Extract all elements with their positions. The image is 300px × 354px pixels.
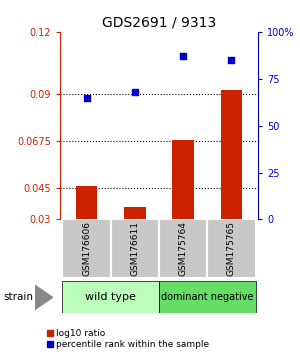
Text: GSM176611: GSM176611 <box>130 221 140 276</box>
Point <box>181 53 185 59</box>
Point <box>133 89 137 95</box>
Bar <box>76 186 98 219</box>
Bar <box>220 90 242 219</box>
Text: dominant negative: dominant negative <box>161 292 254 302</box>
Bar <box>207 219 256 278</box>
Bar <box>124 207 146 219</box>
Point <box>84 95 89 101</box>
Text: GSM176606: GSM176606 <box>82 221 91 276</box>
Bar <box>159 281 256 313</box>
Text: strain: strain <box>3 292 33 302</box>
Bar <box>111 219 159 278</box>
Text: GSM175765: GSM175765 <box>227 221 236 276</box>
Legend: log10 ratio, percentile rank within the sample: log10 ratio, percentile rank within the … <box>46 329 210 349</box>
Title: GDS2691 / 9313: GDS2691 / 9313 <box>102 15 216 29</box>
Bar <box>159 219 207 278</box>
Bar <box>62 281 159 313</box>
Polygon shape <box>34 285 52 310</box>
Bar <box>62 219 111 278</box>
Text: wild type: wild type <box>85 292 136 302</box>
Bar <box>172 140 194 219</box>
Point <box>229 57 234 63</box>
Text: GSM175764: GSM175764 <box>178 221 188 276</box>
